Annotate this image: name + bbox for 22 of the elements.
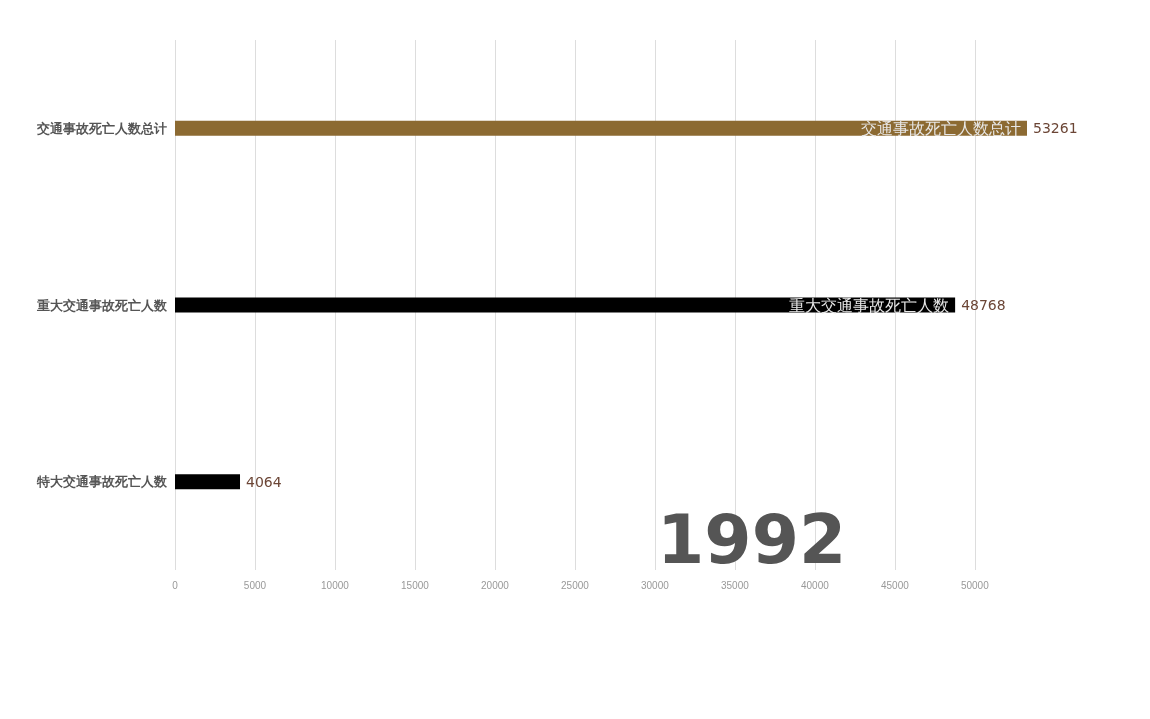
x-tick-label: 45000 <box>880 579 910 591</box>
data-label: 48768 <box>961 297 1006 313</box>
x-tick-label: 15000 <box>401 579 430 591</box>
bar <box>175 120 1027 136</box>
data-label: 53261 <box>1033 120 1078 137</box>
x-tick-label: 50000 <box>960 579 990 591</box>
y-tick-label: 重大交通事故死亡人数 <box>36 297 168 313</box>
x-tick-label: 5000 <box>243 579 267 591</box>
x-tick-label: 30000 <box>640 579 670 591</box>
x-tick-label: 10000 <box>321 579 350 591</box>
category-label: 重大交通事故死亡人数 <box>789 295 950 315</box>
x-tick-label: 0 <box>172 579 179 591</box>
x-tick-label: 20000 <box>481 579 510 591</box>
y-tick-label: 交通事故死亡人数总计 <box>36 120 167 136</box>
annotation: 1992 <box>657 499 847 579</box>
y-tick-label: 特大交通事故死亡人数 <box>36 474 168 490</box>
x-tick-label: 40000 <box>800 579 830 591</box>
data-label: 4064 <box>246 473 282 490</box>
category-label: 交通事故死亡人数总计 <box>861 118 1021 138</box>
x-tick-label: 25000 <box>561 579 590 591</box>
bar <box>175 474 241 490</box>
x-tick-label: 35000 <box>720 579 750 591</box>
